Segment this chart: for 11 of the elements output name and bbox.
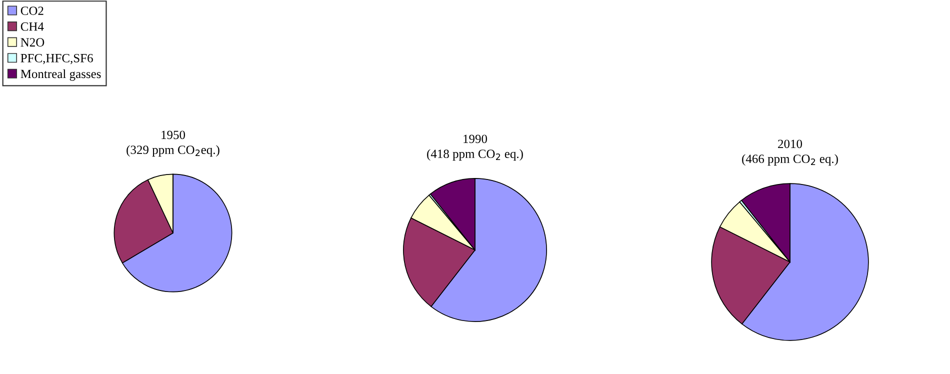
- chart-title: 2010: [778, 140, 802, 148]
- text: (329 ppm CO$_{2}$eq.): [126, 145, 220, 157]
- legend-label: CO2: [20, 6, 44, 15]
- legend-label: CH4: [20, 22, 44, 31]
- legend-label: PFC,HFC,SF6: [20, 54, 93, 64]
- legend-label: N2O: [20, 38, 44, 47]
- chart-subtitle: (418 ppm CO$_{2}$ eq.): [427, 149, 523, 161]
- chart-title: 1990: [464, 134, 488, 144]
- chart-subtitle: (466 ppm CO$_{2}$ eq.): [742, 154, 838, 166]
- legend-label: Montreal gasses: [20, 69, 101, 81]
- text: 1950: [162, 130, 186, 140]
